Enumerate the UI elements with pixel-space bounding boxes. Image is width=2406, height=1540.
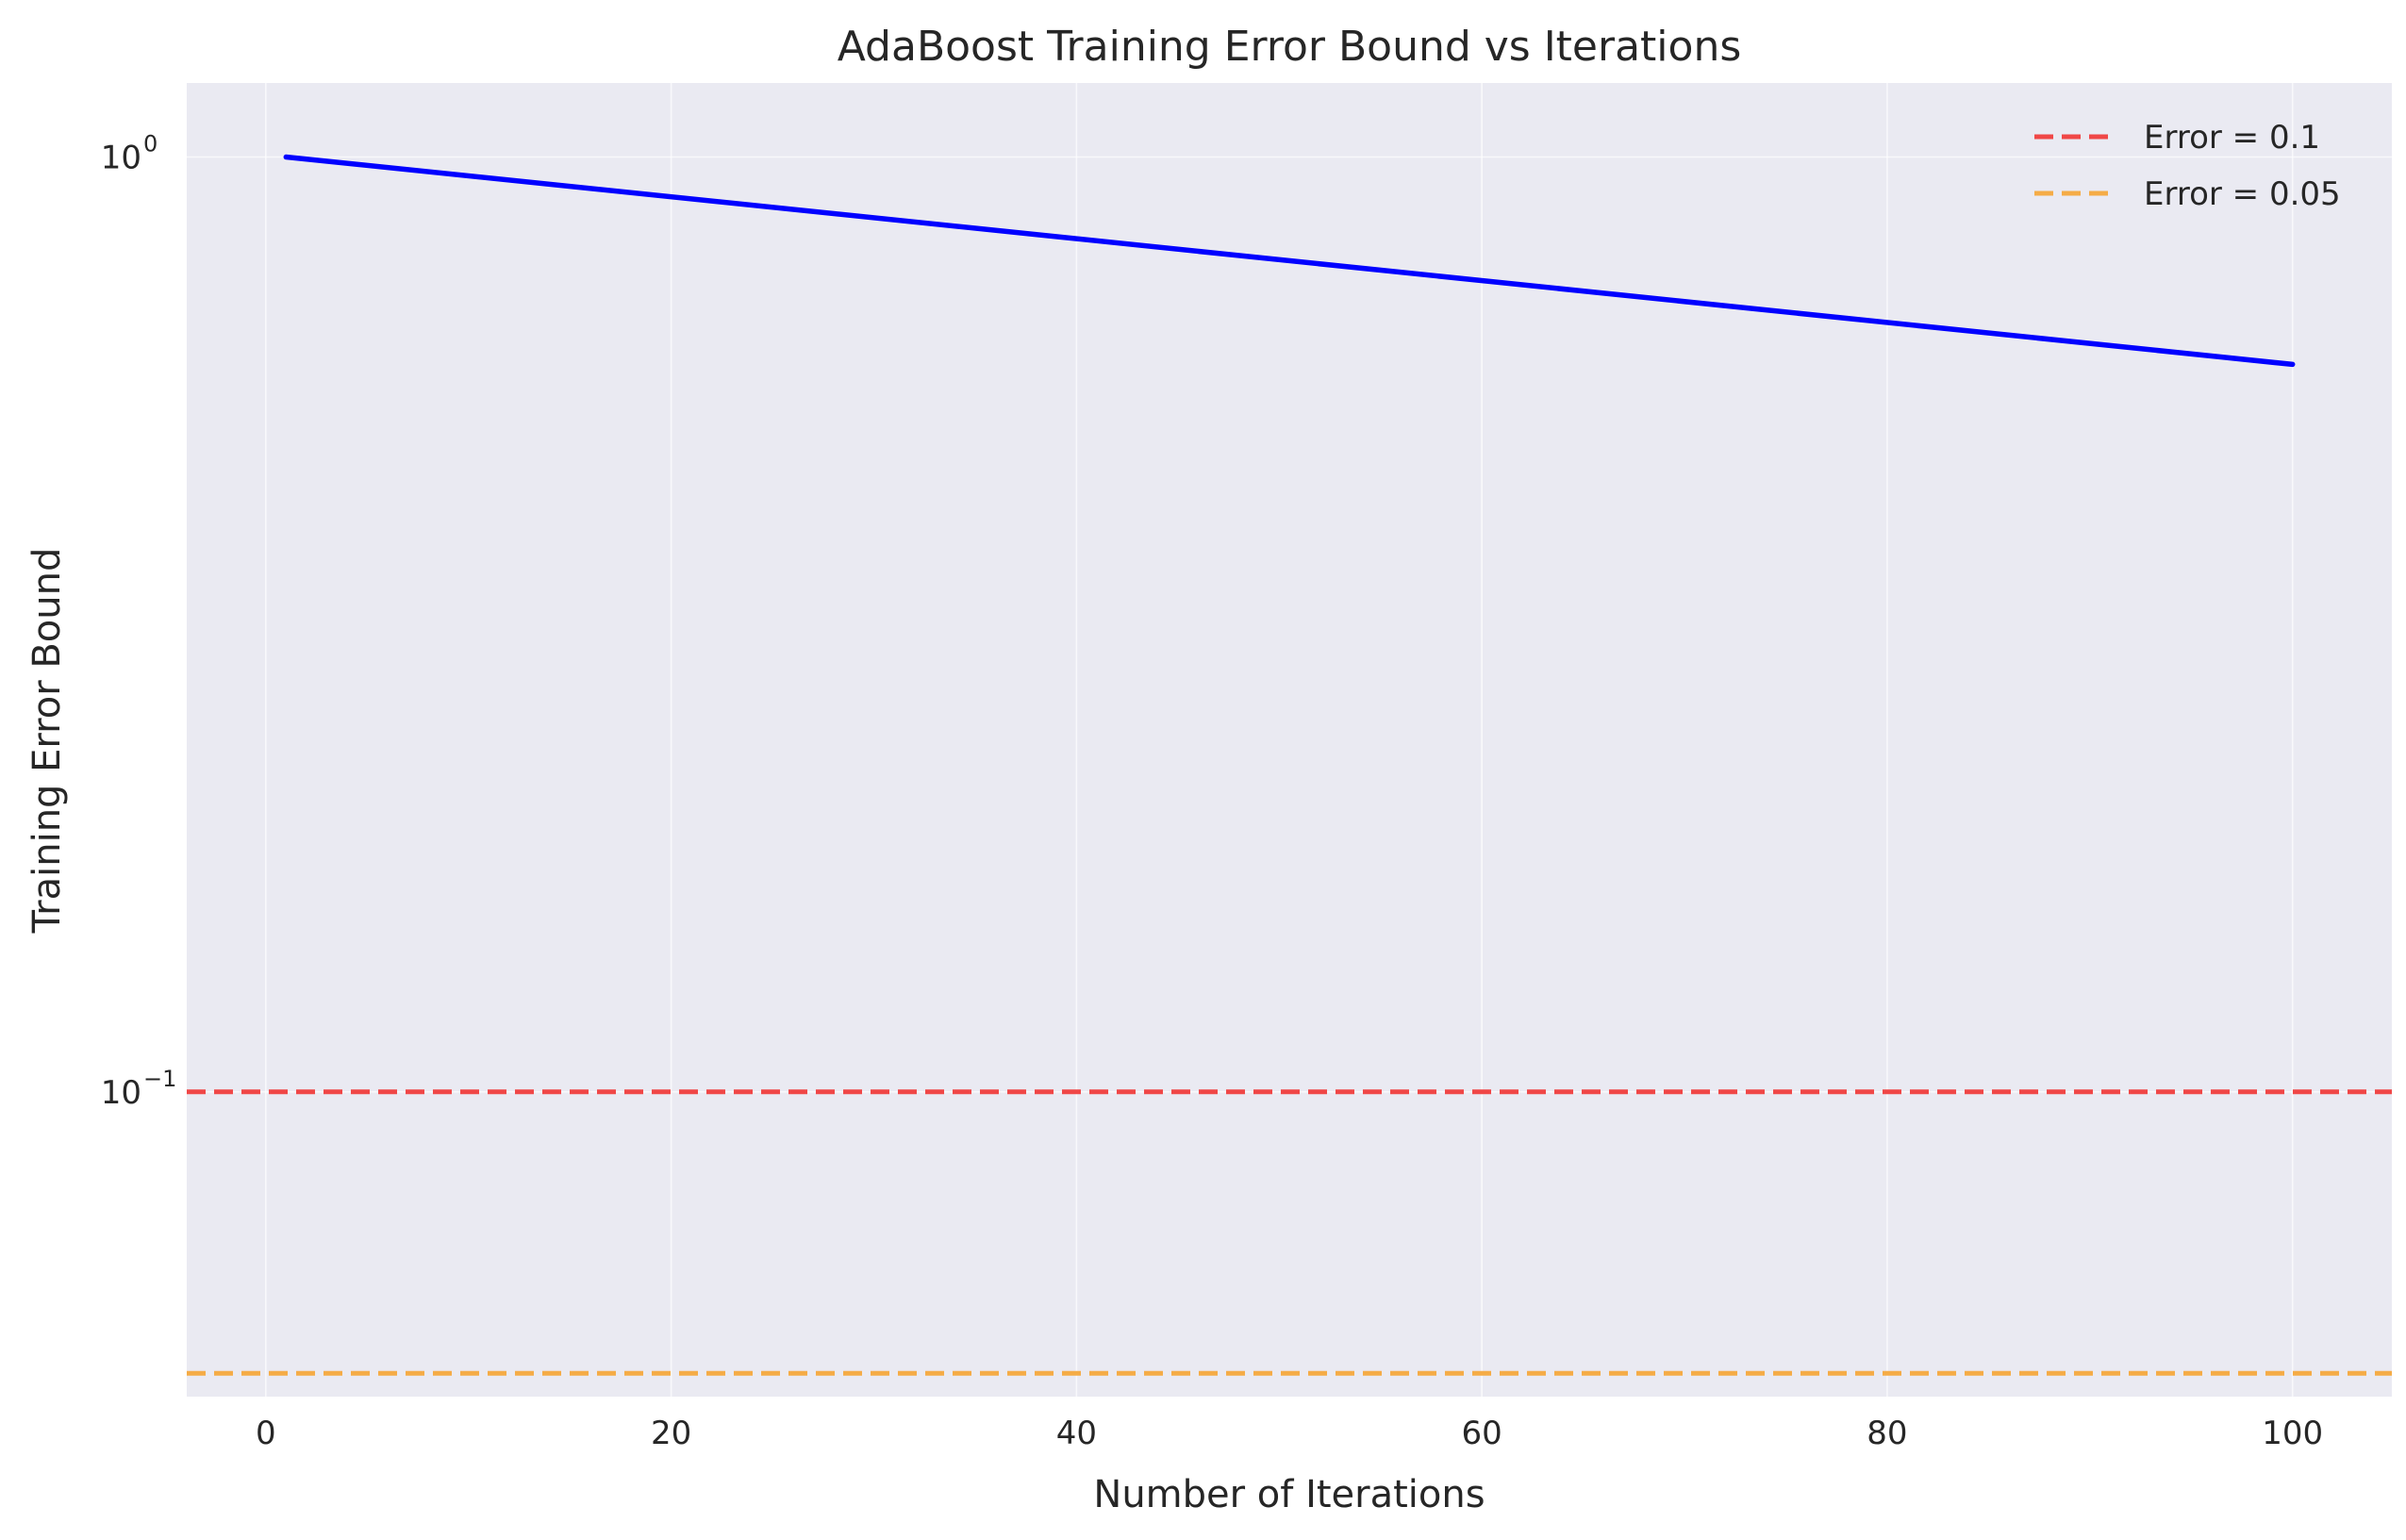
grid-lines <box>187 83 2392 1397</box>
plot-area <box>187 83 2392 1397</box>
x-tick-label: 100 <box>2262 1415 2323 1452</box>
y-tick-exponent: −1 <box>143 1066 176 1092</box>
series-line-0 <box>283 154 2296 368</box>
x-axis-label: Number of Iterations <box>1093 1473 1485 1516</box>
data-series <box>283 154 2296 368</box>
x-tick-label: 40 <box>1056 1415 1097 1452</box>
x-tick-labels: 0 20 40 60 80 100 <box>256 1415 2323 1452</box>
y-tick-exponent: 0 <box>143 130 158 157</box>
x-tick-label: 60 <box>1462 1415 1502 1452</box>
y-tick-label: 10 <box>101 1074 141 1112</box>
reference-lines <box>187 1089 2392 1376</box>
x-tick-label: 20 <box>651 1415 691 1452</box>
y-tick-label: 10 <box>101 139 141 176</box>
legend: Error = 0.1 Error = 0.05 <box>2034 119 2341 213</box>
x-tick-label: 80 <box>1867 1415 1907 1452</box>
y-axis-label: Training Error Bound <box>25 548 69 935</box>
legend-label-error-0-05: Error = 0.05 <box>2144 175 2341 213</box>
chart-title: AdaBoost Training Error Bound vs Iterati… <box>838 23 1742 71</box>
x-tick-label: 0 <box>256 1415 276 1452</box>
legend-label-error-0-1: Error = 0.1 <box>2144 119 2320 157</box>
